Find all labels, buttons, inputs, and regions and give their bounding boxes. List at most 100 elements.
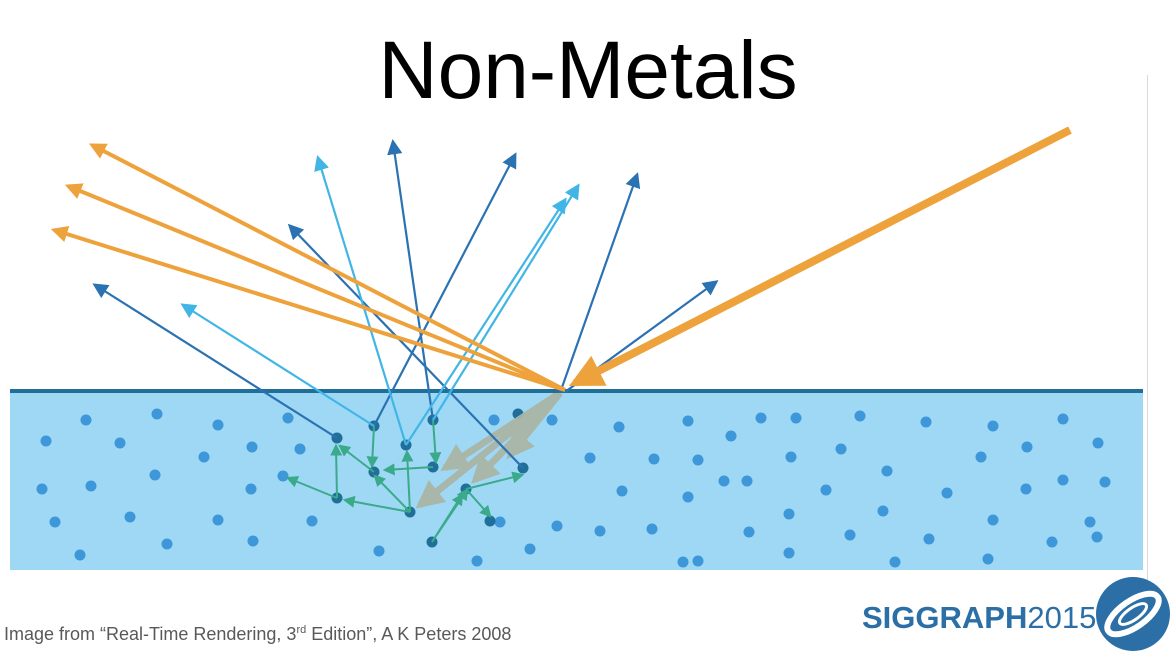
particle — [677, 556, 689, 568]
particle — [646, 523, 658, 535]
particle — [613, 421, 625, 433]
particle — [36, 483, 48, 495]
particle — [692, 454, 704, 466]
specular-ray-group — [50, 143, 566, 392]
particle — [594, 525, 606, 537]
particle — [282, 412, 294, 424]
particle — [616, 485, 628, 497]
particle — [982, 553, 994, 565]
exit-ray — [314, 155, 408, 446]
internal-scatter-arrow — [285, 476, 338, 499]
particle — [1092, 437, 1104, 449]
particle — [783, 547, 795, 559]
particle — [1084, 516, 1096, 528]
particle — [551, 520, 563, 532]
exit-ray — [387, 138, 435, 421]
exit-ray — [180, 303, 375, 427]
particle — [941, 487, 953, 499]
particle — [584, 452, 596, 464]
specular-reflection-ray — [50, 225, 566, 392]
particle — [718, 475, 730, 487]
particle — [1046, 536, 1058, 548]
brand-year: 2015 — [1027, 600, 1097, 635]
siggraph-logo-icon — [1096, 577, 1170, 651]
particle — [494, 516, 506, 528]
medium-region — [10, 391, 1143, 570]
particle — [114, 437, 126, 449]
particle — [149, 469, 161, 481]
particle — [1020, 483, 1032, 495]
internal-scatter-arrow — [330, 443, 343, 499]
particle — [785, 451, 797, 463]
specular-reflection-ray — [64, 183, 566, 392]
particle — [40, 435, 52, 447]
brand-name: SIGGRAPH — [862, 600, 1028, 635]
divider — [1147, 75, 1148, 595]
particle — [74, 549, 86, 561]
internal-scatter-arrow — [401, 449, 414, 513]
internal-scatter-arrow — [429, 419, 442, 465]
internal-scatter-group — [285, 419, 525, 543]
exit-ray — [405, 197, 567, 446]
particle — [877, 505, 889, 517]
particle — [246, 441, 258, 453]
internal-scatter-arrow — [366, 425, 379, 469]
particle — [725, 430, 737, 442]
particle — [889, 556, 901, 568]
caption-suffix: Edition”, A K Peters 2008 — [306, 624, 512, 644]
particle — [151, 408, 163, 420]
transmitted-ray — [415, 390, 563, 509]
particle — [524, 543, 536, 555]
particle — [923, 533, 935, 545]
particle — [247, 535, 259, 547]
particle — [1057, 474, 1069, 486]
particle — [124, 511, 136, 523]
exit-ray — [432, 183, 580, 421]
particle — [790, 412, 802, 424]
internal-scatter-arrow — [382, 463, 434, 476]
particle — [987, 420, 999, 432]
internal-scatter-arrow — [373, 474, 411, 513]
particle — [783, 508, 795, 520]
particle — [212, 419, 224, 431]
particle — [920, 416, 932, 428]
particle — [755, 412, 767, 424]
particle — [1021, 441, 1033, 453]
particle — [854, 410, 866, 422]
particle — [294, 443, 306, 455]
particle — [881, 465, 893, 477]
particle — [682, 491, 694, 503]
particle — [844, 529, 856, 541]
exit-ray — [373, 152, 517, 427]
particle — [488, 414, 500, 426]
transmitted-ray-group — [415, 390, 563, 509]
internal-scatter-arrow — [431, 492, 464, 543]
particle — [245, 483, 257, 495]
particle — [741, 475, 753, 487]
particle — [471, 555, 483, 567]
siggraph-wordmark: SIGGRAPH2015 — [862, 600, 1096, 636]
particle — [820, 484, 832, 496]
particle — [648, 453, 660, 465]
specular-reflection-ray — [89, 143, 566, 392]
particle — [1091, 531, 1103, 543]
particle — [212, 514, 224, 526]
image-credit-caption: Image from “Real-Time Rendering, 3rd Edi… — [4, 624, 511, 645]
particle — [835, 443, 847, 455]
particle — [277, 470, 289, 482]
particle — [682, 415, 694, 427]
particle — [198, 451, 210, 463]
particle — [1057, 413, 1069, 425]
slide-title: Non-Metals — [378, 25, 798, 116]
caption-prefix: Image from “Real-Time Rendering, 3 — [4, 624, 297, 644]
particle — [306, 515, 318, 527]
particle — [743, 526, 755, 538]
particle-group — [36, 408, 1111, 568]
particle — [987, 514, 999, 526]
particle — [546, 414, 558, 426]
exit-ray — [92, 283, 338, 439]
particle — [161, 538, 173, 550]
particle — [975, 451, 987, 463]
incident-ray — [569, 126, 1072, 387]
